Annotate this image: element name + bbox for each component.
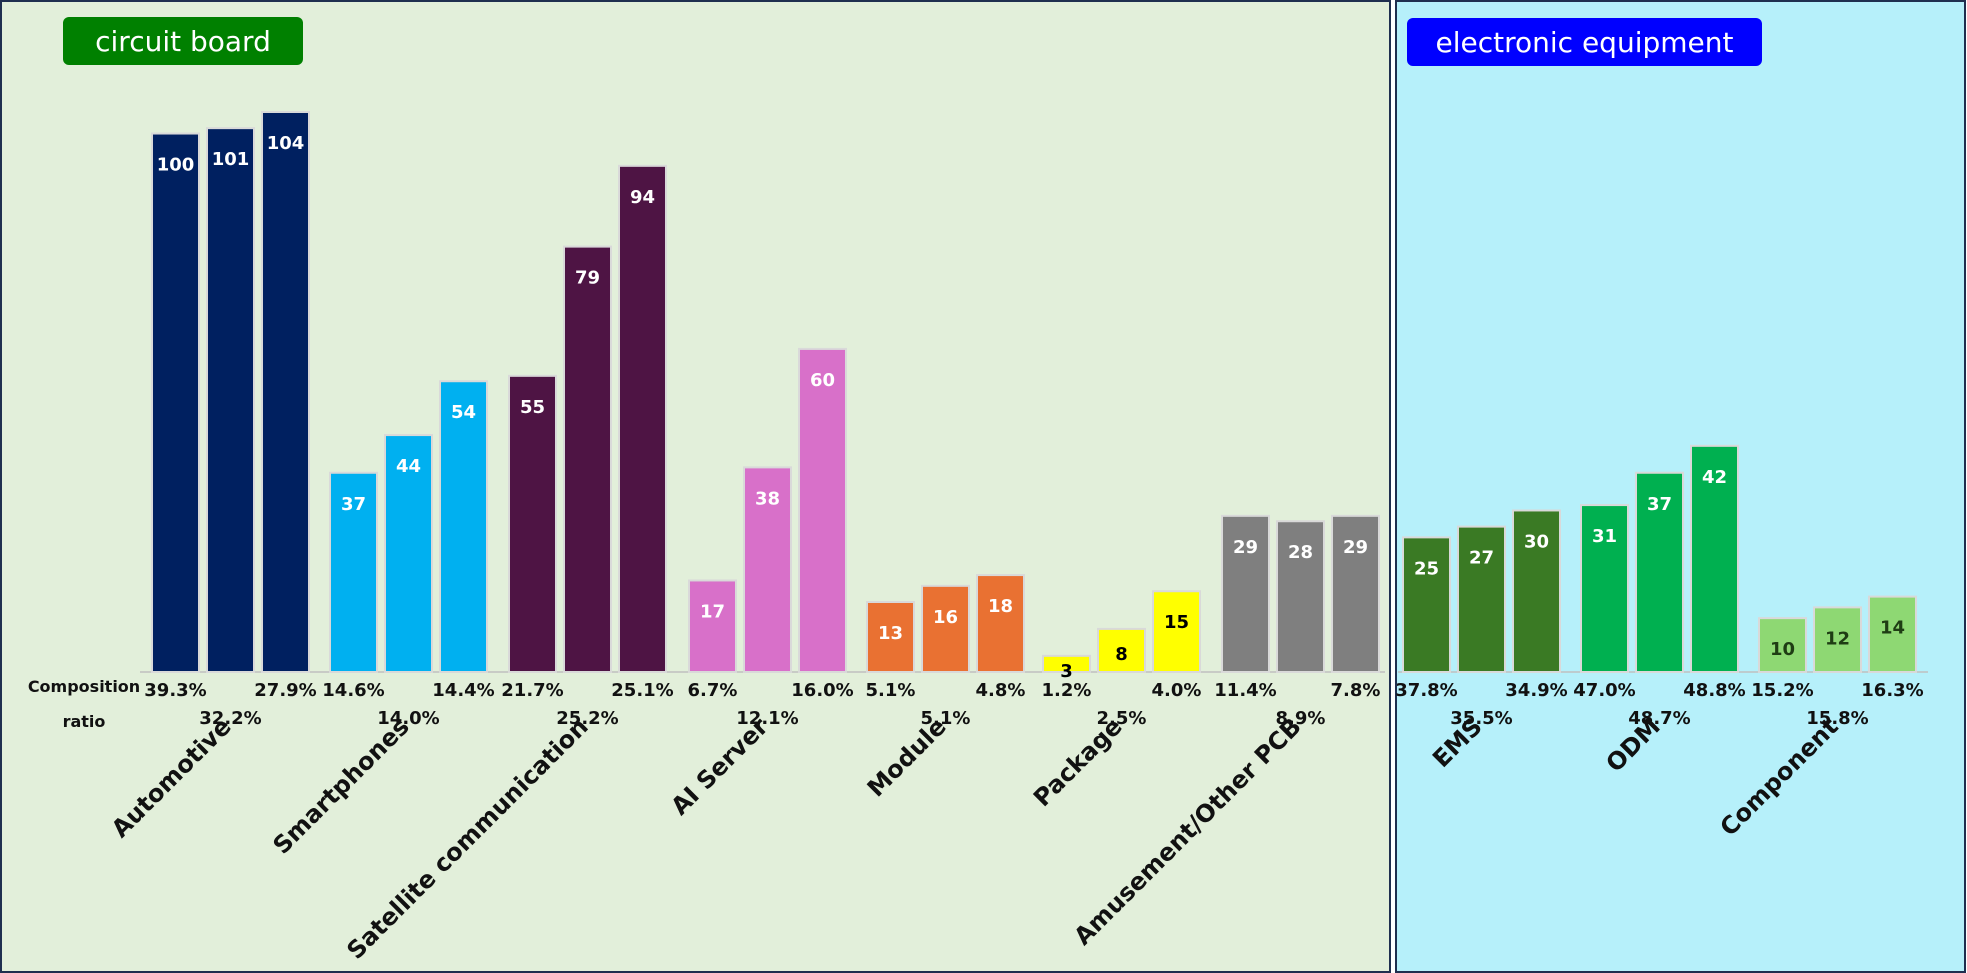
bar-satellite-communication-3	[618, 164, 667, 673]
bar-value-label: 44	[396, 456, 421, 477]
bar-ai-server-1	[688, 579, 737, 674]
bar-value-label: 100	[157, 155, 195, 176]
bar-satellite-communication-1	[508, 374, 557, 673]
composition-ratio: 15.8%	[1806, 708, 1868, 729]
bar-component-2	[1813, 606, 1862, 674]
bar-amusement-other-pcb-1	[1221, 514, 1270, 673]
composition-ratio: 5.1%	[866, 680, 916, 701]
bar-value-label: 60	[810, 370, 835, 391]
bar-value-label: 28	[1288, 542, 1313, 563]
composition-ratio: 35.5%	[1450, 708, 1512, 729]
bar-value-label: 94	[630, 187, 655, 208]
bar-package-1	[1042, 654, 1091, 673]
bar-odm-1	[1580, 504, 1629, 674]
composition-ratio: 15.2%	[1751, 680, 1813, 701]
bar-value-label: 42	[1702, 467, 1727, 488]
composition-ratio: 14.6%	[322, 680, 384, 701]
bar-component-3	[1868, 595, 1917, 673]
composition-ratio: 8.9%	[1276, 708, 1326, 729]
bar-smartphones-3	[439, 380, 488, 673]
composition-ratio: 16.3%	[1861, 680, 1923, 701]
bar-amusement-other-pcb-3	[1331, 514, 1380, 673]
bar-odm-3	[1690, 444, 1739, 673]
bar-value-label: 3	[1060, 661, 1073, 682]
bar-value-label: 17	[700, 601, 725, 622]
bar-smartphones-2	[384, 434, 433, 674]
composition-ratio: 6.7%	[688, 680, 738, 701]
composition-ratio: 7.8%	[1331, 680, 1381, 701]
composition-ratio: 48.7%	[1628, 708, 1690, 729]
composition-ratio: 32.2%	[199, 708, 261, 729]
composition-ratio: 48.8%	[1683, 680, 1745, 701]
bar-value-label: 14	[1880, 618, 1905, 639]
bar-value-label: 79	[575, 268, 600, 289]
bar-ai-server-3	[798, 347, 847, 673]
bar-value-label: 38	[755, 488, 780, 509]
bar-value-label: 27	[1469, 548, 1494, 569]
bar-value-label: 18	[988, 596, 1013, 617]
composition-ratio: 1.2%	[1042, 680, 1092, 701]
panel-1-title-box	[1407, 18, 1762, 66]
bar-value-label: 15	[1164, 612, 1189, 633]
composition-ratio: 4.0%	[1152, 680, 1202, 701]
composition-ratio: 25.1%	[611, 680, 673, 701]
bar-value-label: 29	[1343, 537, 1368, 558]
bar-automotive-2	[206, 127, 255, 673]
bar-smartphones-1	[329, 471, 378, 673]
bar-amusement-other-pcb-2	[1276, 520, 1325, 673]
composition-ratio: 27.9%	[254, 680, 316, 701]
bar-value-label: 54	[451, 402, 476, 423]
bar-value-label: 37	[1647, 494, 1672, 515]
bar-odm-2	[1635, 471, 1684, 673]
bar-package-3	[1152, 590, 1201, 674]
composition-ratio: 2.5%	[1097, 708, 1147, 729]
composition-ratio: 5.1%	[921, 708, 971, 729]
bar-ai-server-2	[743, 466, 792, 673]
bar-value-label: 37	[341, 494, 366, 515]
bar-value-label: 101	[212, 149, 250, 170]
bar-value-label: 12	[1825, 628, 1850, 649]
bar-value-label: 16	[933, 607, 958, 628]
bar-automotive-3	[261, 111, 310, 673]
bar-value-label: 29	[1233, 537, 1258, 558]
composition-ratio: 39.3%	[144, 680, 206, 701]
bar-module-2	[921, 584, 970, 673]
composition-ratio: 4.8%	[976, 680, 1026, 701]
composition-ratio: 21.7%	[501, 680, 563, 701]
composition-ratio: 16.0%	[791, 680, 853, 701]
bar-value-label: 104	[267, 133, 305, 154]
bar-value-label: 30	[1524, 531, 1549, 552]
ratio-label-top: Composition	[28, 677, 140, 696]
bar-module-3	[976, 574, 1025, 673]
composition-ratio: 12.1%	[736, 708, 798, 729]
composition-ratio: 25.2%	[556, 708, 618, 729]
bar-component-1	[1758, 617, 1807, 674]
bar-value-label: 10	[1770, 639, 1795, 660]
composition-ratio: 11.4%	[1214, 680, 1276, 701]
bar-automotive-1	[151, 132, 200, 674]
composition-ratio: 37.8%	[1395, 680, 1457, 701]
panel-1-title: electronic equipment	[1436, 26, 1734, 59]
bar-value-label: 55	[520, 397, 545, 418]
bar-ems-1	[1402, 536, 1451, 674]
bar-module-1	[866, 601, 915, 673]
panel-0-title: circuit board	[95, 25, 271, 58]
composition-ratio: 14.0%	[377, 708, 439, 729]
bar-value-label: 13	[878, 623, 903, 644]
composition-ratio: 34.9%	[1505, 680, 1567, 701]
ratio-label-bottom: ratio	[63, 712, 106, 731]
composition-ratio: 14.4%	[432, 680, 494, 701]
bar-value-label: 8	[1115, 644, 1128, 665]
bar-ems-2	[1457, 525, 1506, 673]
panel-0-title-box	[63, 17, 303, 65]
bar-ems-3	[1512, 509, 1561, 674]
bar-value-label: 25	[1414, 558, 1439, 579]
bar-package-2	[1097, 627, 1146, 674]
bar-value-label: 31	[1592, 526, 1617, 547]
composition-ratio: 47.0%	[1573, 680, 1635, 701]
bar-satellite-communication-2	[563, 245, 612, 673]
